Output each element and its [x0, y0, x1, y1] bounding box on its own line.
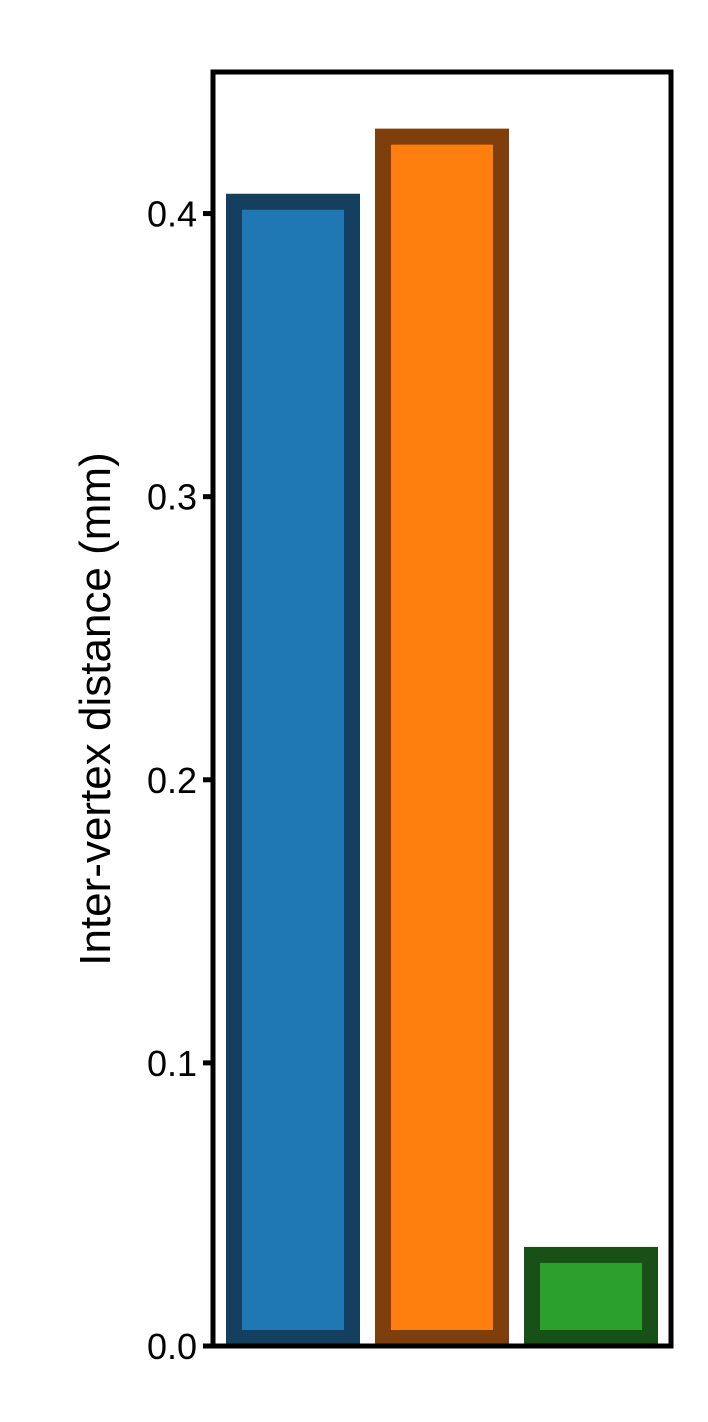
- y-tick-label: 0.3: [147, 477, 197, 518]
- y-tick-label: 0.0: [147, 1326, 197, 1367]
- bars-layer: [226, 128, 658, 1347]
- bar-3: [524, 1246, 658, 1347]
- y-ticks-layer: 0.0 0.1 0.2 0.3 0.4: [147, 194, 213, 1367]
- y-axis-label: Inter-vertex distance (mm): [71, 452, 120, 965]
- plot-frame: [210, 69, 674, 1349]
- y-tick-label: 0.1: [147, 1043, 197, 1084]
- bar-2: [375, 128, 509, 1347]
- y-tick-label: 0.2: [147, 760, 197, 801]
- y-tick-label: 0.4: [147, 194, 197, 235]
- bar-1: [226, 193, 360, 1346]
